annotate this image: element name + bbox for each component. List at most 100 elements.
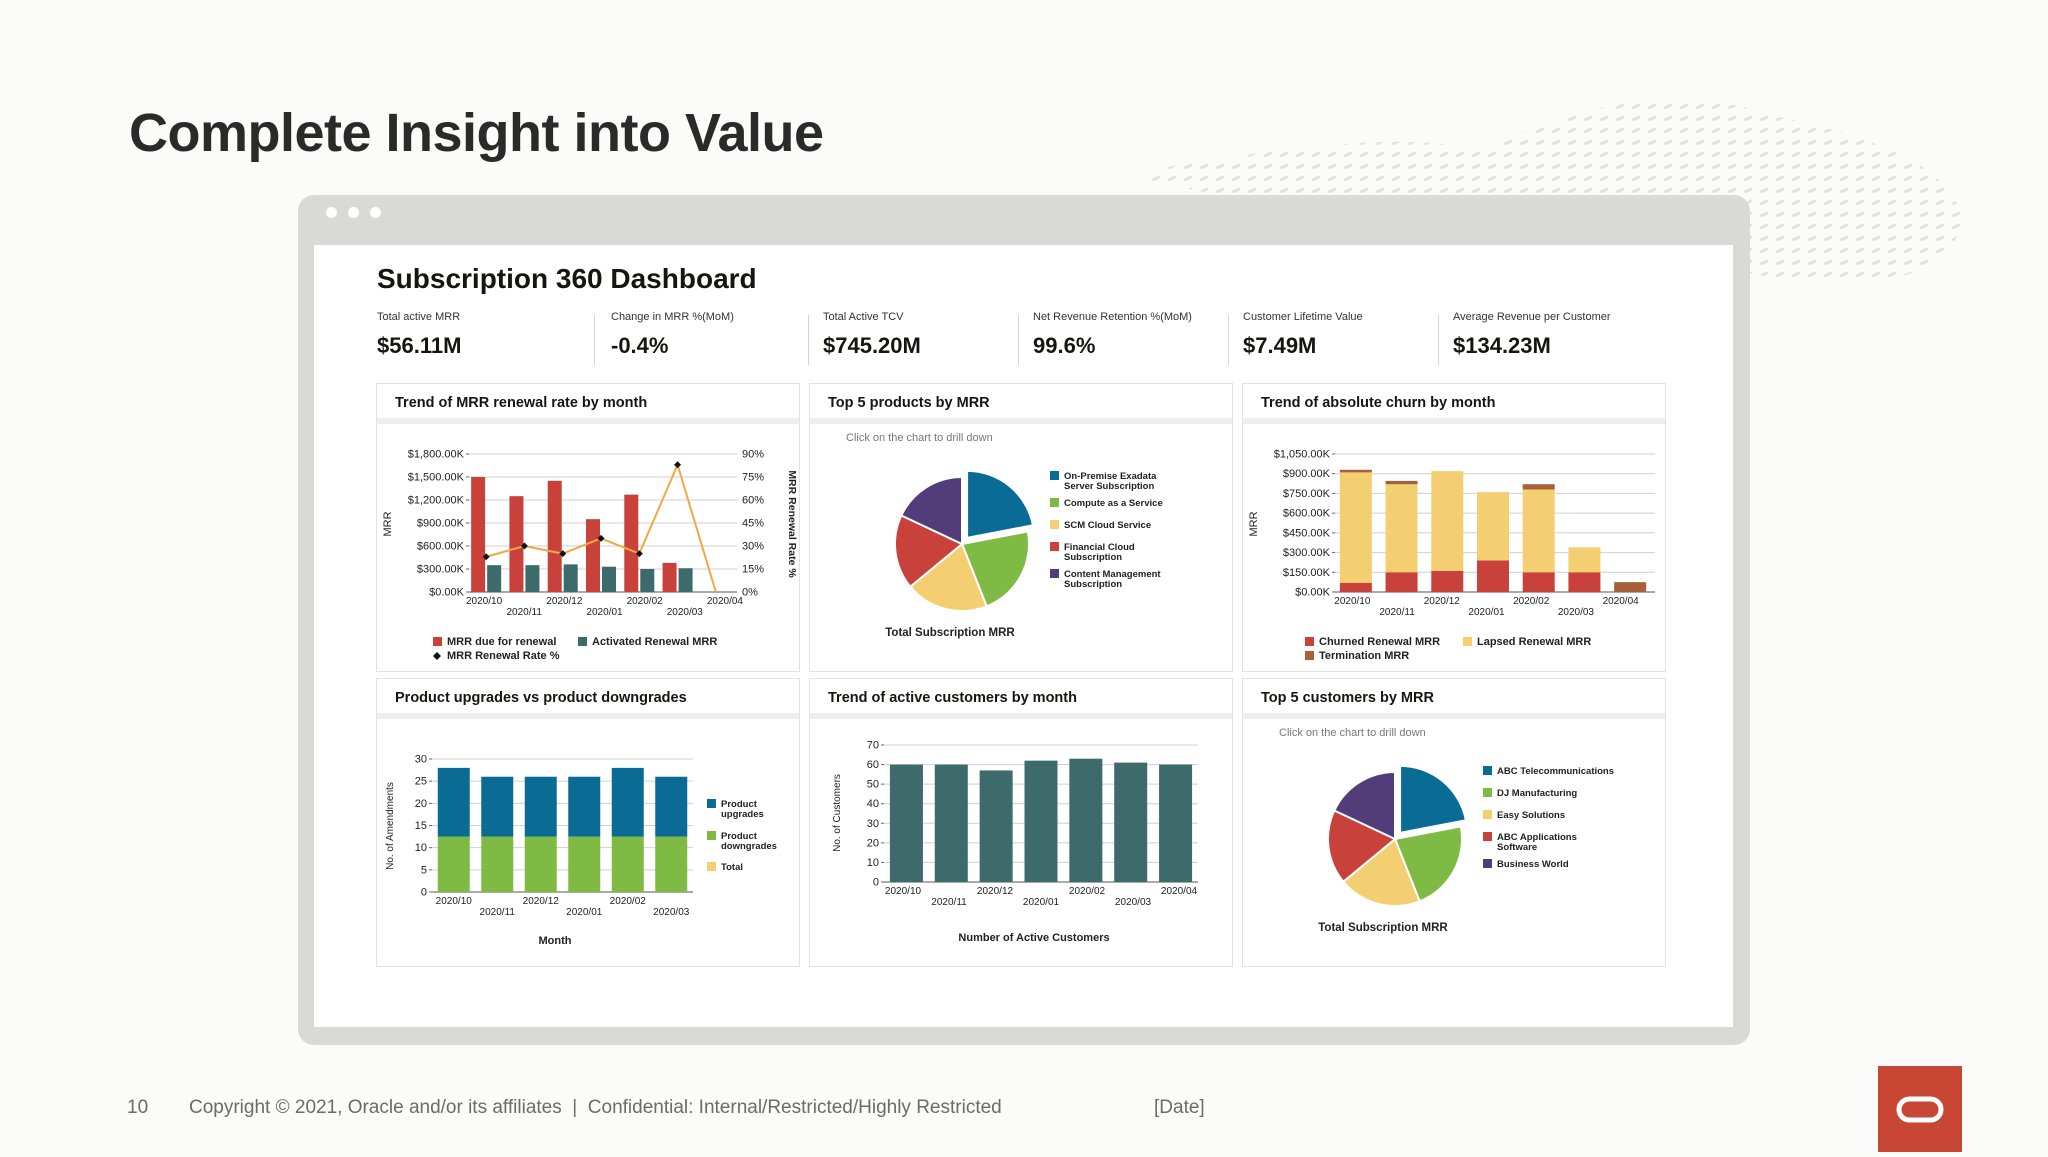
legend-termination-swatch bbox=[1305, 651, 1314, 660]
y-tick-label: $0.00K bbox=[1295, 587, 1331, 599]
x-tick-label: 2020/03 bbox=[1115, 897, 1152, 908]
y-tick-label: 30 bbox=[415, 754, 427, 766]
chart-top-customers[interactable]: Total Subscription MRR ABC Telecommunicat… bbox=[1243, 679, 1667, 968]
legend-item-label: Content Management bbox=[1064, 569, 1161, 580]
x-tick-label: 2020/02 bbox=[610, 896, 647, 907]
legend-item-swatch bbox=[1050, 569, 1059, 578]
panel-absolute-churn[interactable]: Trend of absolute churn by month $0.00K $… bbox=[1242, 383, 1666, 672]
chart-mrr-renewal[interactable]: $0.00K $300.00K $600.00K $900.00K $1,200.00K… bbox=[377, 384, 801, 673]
point-renewal-rate bbox=[635, 550, 643, 558]
y-tick-label: 70 bbox=[867, 740, 879, 752]
y-tick-label: 50 bbox=[867, 779, 879, 791]
legend-item-swatch bbox=[1050, 498, 1059, 507]
x-tick-label: 2020/02 bbox=[1069, 886, 1106, 897]
y2-tick-label: 75% bbox=[742, 472, 764, 484]
kpi-value: $745.20M bbox=[823, 333, 921, 358]
legend-product-upgrades-swatch bbox=[707, 799, 716, 808]
page-number: 10 bbox=[127, 1097, 149, 1118]
kpi-label: Total Active TCV bbox=[823, 311, 904, 323]
bar-mrr-due bbox=[471, 477, 486, 592]
pie-slice bbox=[966, 469, 1035, 540]
kpi-value: $134.23M bbox=[1453, 333, 1551, 358]
pie-caption: Total Subscription MRR bbox=[1318, 922, 1448, 934]
y2-tick-label: 15% bbox=[742, 564, 764, 576]
chart-absolute-churn[interactable]: $0.00K $150.00K $300.00K $450.00K $600.00K $7… bbox=[1243, 384, 1667, 673]
bar-mrr-due bbox=[662, 562, 677, 592]
legend-item-swatch bbox=[1483, 766, 1492, 775]
pie-slice bbox=[1393, 825, 1463, 903]
x-tick-label: 2020/03 bbox=[653, 907, 690, 918]
y-tick-label: 5 bbox=[421, 864, 427, 876]
kpi-net-revenue-retention: Net Revenue Retention %(MoM) 99.6% bbox=[1033, 311, 1192, 367]
legend-item-label: Subscription bbox=[1064, 552, 1122, 563]
y-tick-label: $900.00K bbox=[417, 518, 465, 530]
x-tick-label: 2020/04 bbox=[1161, 886, 1198, 897]
chart-top-products[interactable]: Total Subscription MRR On-Premise Exadata… bbox=[810, 384, 1234, 673]
bar-mrr-due bbox=[509, 496, 524, 592]
panel-top-products[interactable]: Top 5 products by MRR Click on the chart… bbox=[809, 383, 1233, 672]
bar-lapsed-renewal bbox=[1568, 547, 1601, 573]
kpi-value: 99.6% bbox=[1033, 333, 1096, 358]
legend-item-label: SCM Cloud Service bbox=[1064, 520, 1151, 531]
panel-subtitle: Click on the chart to drill down bbox=[1279, 727, 1426, 739]
bar-product-downgrades bbox=[655, 836, 688, 892]
y-tick-label: 20 bbox=[867, 837, 879, 849]
bar-product-downgrades bbox=[481, 836, 514, 892]
x-tick-label: 2020/11 bbox=[507, 607, 543, 618]
axis-label: No. of Customers bbox=[832, 774, 843, 852]
legend-renewal-rate-swatch bbox=[433, 652, 441, 660]
bar-churned-renewal bbox=[1431, 570, 1464, 592]
x-tick-label: 2020/02 bbox=[1513, 596, 1550, 607]
bar-churned-renewal bbox=[1385, 572, 1418, 592]
panel-top-customers[interactable]: Top 5 customers by MRR Click on the char… bbox=[1242, 678, 1666, 967]
y-tick-label: $600.00K bbox=[1283, 508, 1331, 520]
kpi-label: Customer Lifetime Value bbox=[1243, 311, 1363, 323]
panel-title: Trend of active customers by month bbox=[810, 679, 1232, 719]
x-tick-label: 2020/10 bbox=[436, 896, 473, 907]
bar-lapsed-renewal bbox=[1339, 472, 1372, 583]
legend-item-swatch bbox=[1483, 788, 1492, 797]
x-tick-label: 2020/01 bbox=[586, 607, 623, 618]
y-tick-label: $900.00K bbox=[1283, 468, 1331, 480]
legend-total-swatch bbox=[707, 862, 716, 871]
x-tick-label: 2020/11 bbox=[931, 897, 967, 908]
x-axis-label: Number of Active Customers bbox=[958, 932, 1109, 944]
legend-product-upgrades-label: upgrades bbox=[721, 809, 764, 820]
kpi-total-active-mrr: Total active MRR $56.11M bbox=[377, 311, 461, 367]
bar-lapsed-renewal bbox=[1522, 489, 1555, 573]
panel-title: Trend of absolute churn by month bbox=[1243, 384, 1665, 424]
y-tick-label: $750.00K bbox=[1283, 488, 1331, 500]
window-dot-icon bbox=[370, 207, 381, 218]
bar-lapsed-renewal bbox=[1431, 471, 1464, 571]
kpi-divider bbox=[1228, 315, 1229, 365]
bar-lapsed-renewal bbox=[1385, 484, 1418, 573]
panel-upgrades-downgrades[interactable]: Product upgrades vs product downgrades 0… bbox=[376, 678, 800, 967]
x-tick-label: 2020/10 bbox=[1334, 596, 1371, 607]
chart-upgrades-downgrades[interactable]: 0 5 10 15 20 25 30 No. of Amendments 2020/10 2020… bbox=[377, 679, 801, 968]
bar-mrr-due bbox=[624, 494, 639, 592]
bar-termination bbox=[1339, 469, 1372, 473]
y-tick-label: 40 bbox=[867, 798, 879, 810]
dashboard-title: Subscription 360 Dashboard bbox=[377, 263, 757, 294]
bar-activated-renewal bbox=[525, 565, 540, 592]
oracle-logo bbox=[1878, 1066, 1962, 1152]
bar-activated-renewal bbox=[678, 568, 693, 592]
point-renewal-rate bbox=[597, 534, 605, 542]
bar-activated-renewal bbox=[563, 564, 578, 592]
kpi-total-active-tcv: Total Active TCV $745.20M bbox=[823, 311, 921, 367]
legend-mrr-due-label: MRR due for renewal bbox=[447, 636, 556, 648]
legend-item-label: Easy Solutions bbox=[1497, 810, 1565, 821]
x-tick-label: 2020/01 bbox=[1023, 897, 1060, 908]
bar-product-downgrades bbox=[524, 836, 557, 892]
y-tick-label: $1,500.00K bbox=[408, 472, 465, 484]
x-tick-label: 2020/10 bbox=[885, 886, 922, 897]
x-tick-label: 2020/12 bbox=[523, 896, 560, 907]
bar-churned-renewal bbox=[1522, 572, 1555, 592]
window-dot-icon bbox=[326, 207, 337, 218]
panel-mrr-renewal[interactable]: Trend of MRR renewal rate by month $0.00… bbox=[376, 383, 800, 672]
chart-active-customers[interactable]: 0 10 20 30 40 50 60 70 No. of Customers 2020/10 20… bbox=[810, 679, 1234, 968]
y-tick-label: $0.00K bbox=[429, 587, 465, 599]
window-dot-icon bbox=[348, 207, 359, 218]
x-tick-label: 2020/10 bbox=[466, 596, 503, 607]
panel-active-customers[interactable]: Trend of active customers by month 0 10 20… bbox=[809, 678, 1233, 967]
